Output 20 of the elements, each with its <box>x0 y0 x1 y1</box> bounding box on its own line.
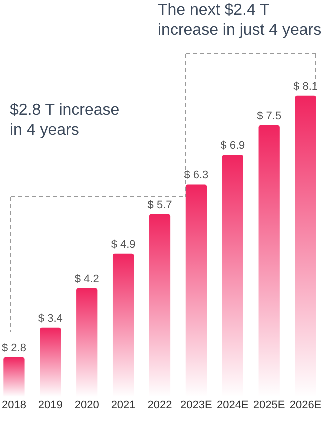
data-label: $ 2.8 <box>2 342 26 354</box>
data-label: $ 5.7 <box>148 199 172 212</box>
data-label: $ 3.4 <box>38 312 63 325</box>
x-tick-label: 2025E <box>253 400 286 412</box>
data-label: $ 4.2 <box>74 273 100 286</box>
x-tick-label: 2026E <box>290 400 322 412</box>
data-label: $ 6.3 <box>184 170 209 182</box>
x-tick-label: 2020 <box>74 400 100 412</box>
annotation: The next $2.4 T increase in just 4 years <box>158 2 322 39</box>
data-label: $ 6.9 <box>220 140 246 152</box>
x-tick-label: 2023E <box>180 400 212 412</box>
annotation: $2.8 T increase in 4 years <box>10 102 120 139</box>
data-label: $ 7.5 <box>257 110 282 122</box>
data-label: $ 4.9 <box>111 238 136 251</box>
data-label: $ 8.1 <box>294 80 318 93</box>
x-tick-label: 2018 <box>2 400 26 412</box>
x-tick-label: 2024E <box>216 400 249 412</box>
x-tick-label: 2019 <box>38 400 63 412</box>
x-tick-label: 2021 <box>111 400 136 412</box>
x-tick-label: 2022 <box>148 400 172 412</box>
